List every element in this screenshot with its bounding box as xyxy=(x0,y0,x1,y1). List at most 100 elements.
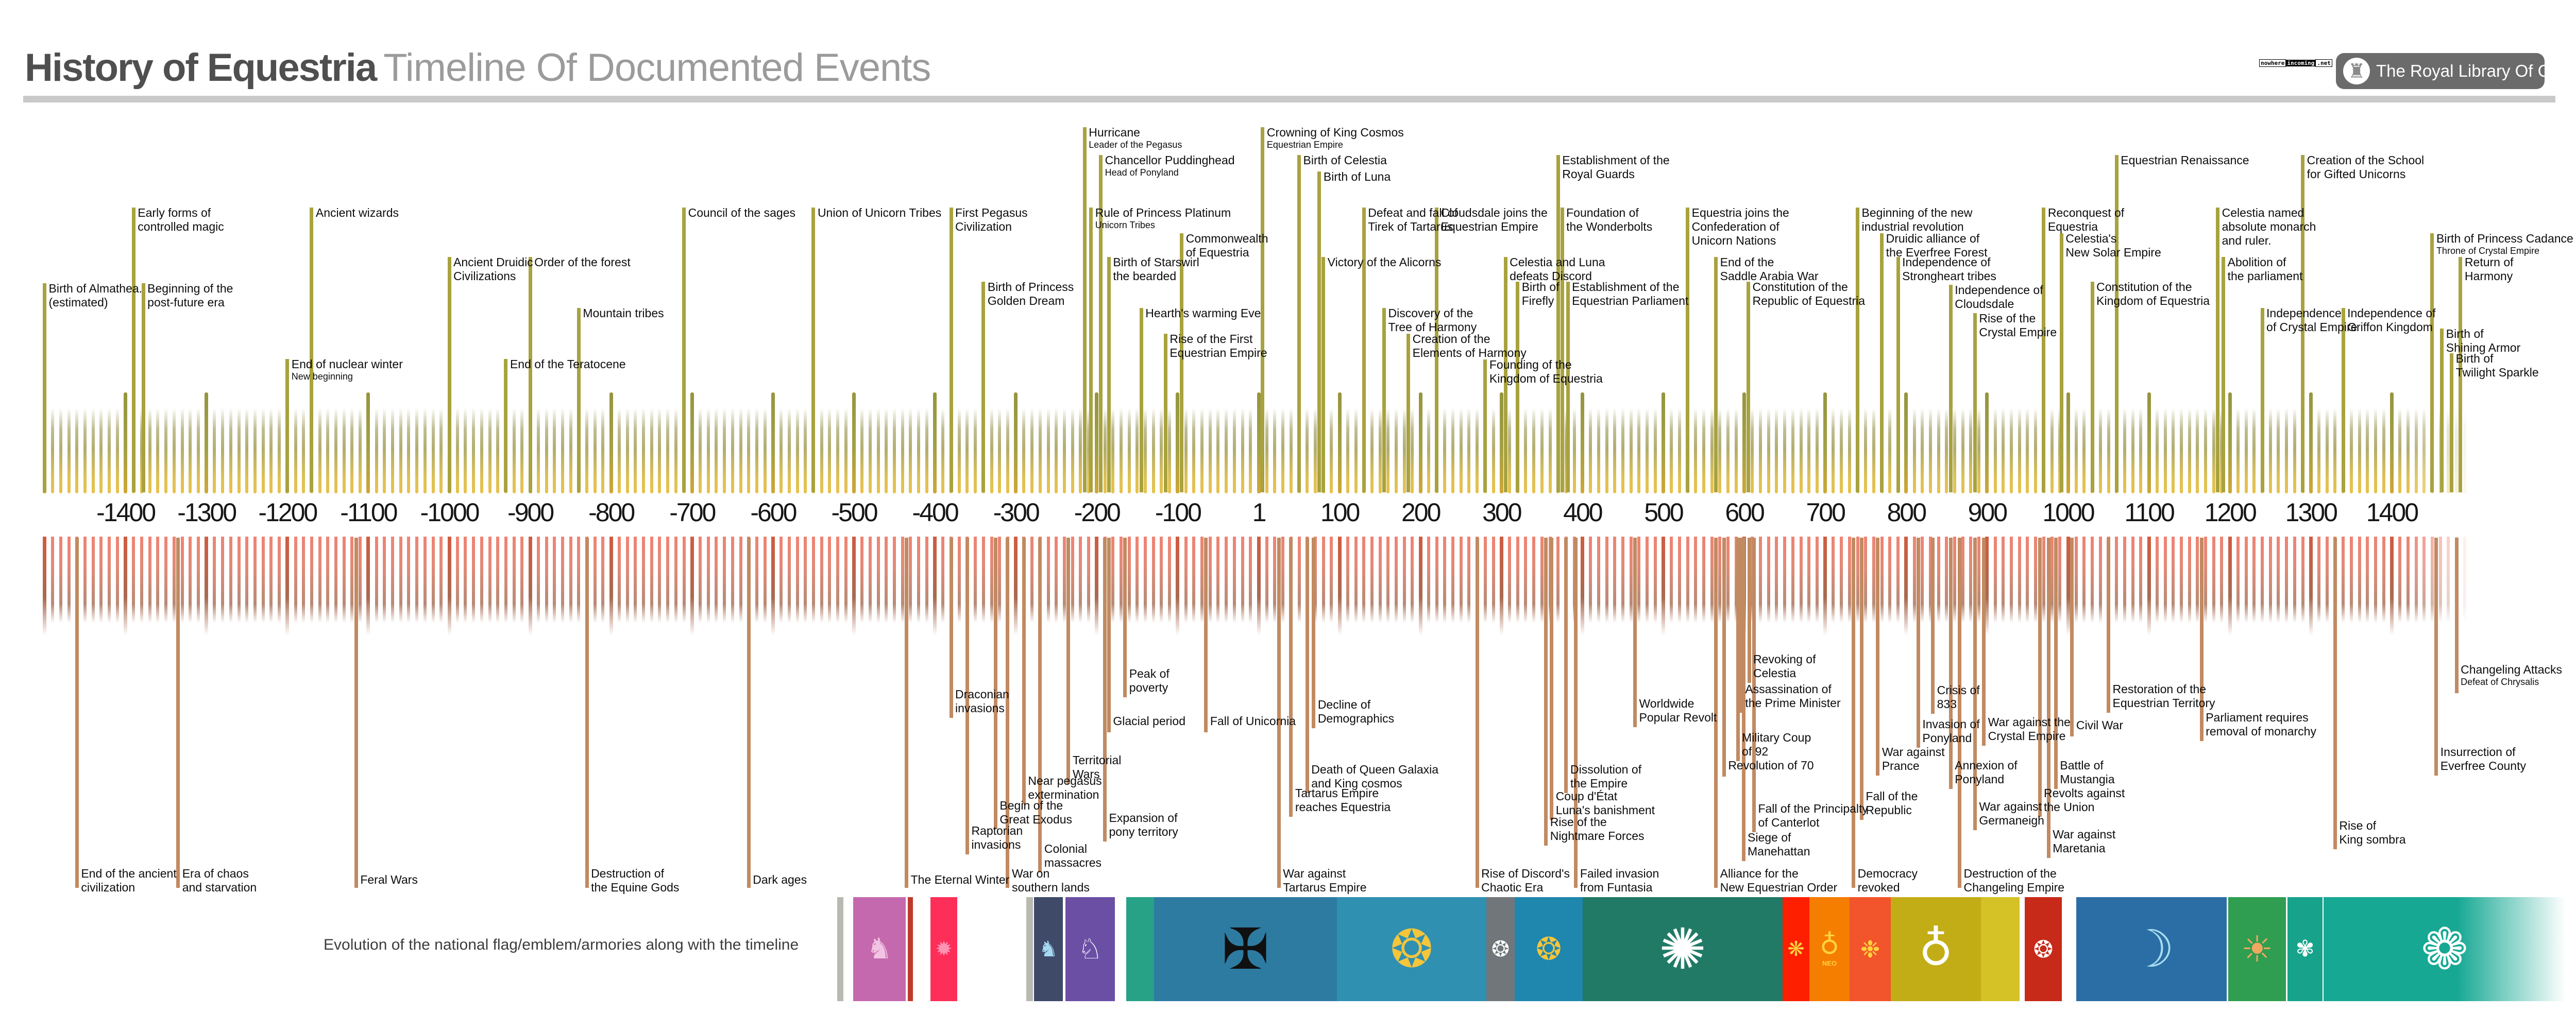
timeline-event-line xyxy=(176,538,180,888)
axis-tick-top xyxy=(1605,408,1608,493)
timeline-event-line xyxy=(811,208,816,492)
header-divider xyxy=(23,96,2555,102)
axis-tick-top xyxy=(860,408,864,493)
axis-tick-top xyxy=(164,408,168,493)
axis-tick-top xyxy=(1783,408,1787,493)
axis-tick-bottom xyxy=(1151,537,1155,623)
axis-tick-top xyxy=(941,408,945,493)
timeline-event-label: Revolts against the Union xyxy=(2044,786,2125,814)
timeline-event-label: Discovery of the Tree of Harmony xyxy=(1388,306,1477,334)
axis-tick-bottom xyxy=(447,537,451,636)
axis-tick-bottom xyxy=(488,537,492,623)
axis-tick-bottom xyxy=(1321,537,1325,623)
axis-tick-bottom xyxy=(2285,537,2289,623)
axis-tick-top xyxy=(1241,408,1244,493)
axis-tick-bottom xyxy=(2277,537,2280,623)
axis-tick-top xyxy=(439,408,443,493)
un-globe-emblem: ♁ xyxy=(1919,922,1953,976)
timeline-event-line xyxy=(1099,155,1103,492)
axis-tick-top xyxy=(731,408,734,493)
axis-tick-top xyxy=(2349,408,2353,493)
unicorn-emblem: ♞ xyxy=(853,897,906,1001)
axis-tick-top xyxy=(1807,408,1811,493)
axis-tick-bottom xyxy=(2228,537,2232,636)
axis-tick-top xyxy=(415,408,419,493)
timeline-event-line xyxy=(1180,233,1184,492)
axis-year-label: 1100 xyxy=(2124,498,2175,527)
timeline-event-line xyxy=(1066,538,1071,784)
timeline-event-line xyxy=(528,257,532,492)
timeline-event-label: Military Coup of 92 xyxy=(1742,731,1811,758)
axis-tick-top xyxy=(876,408,880,493)
axis-tick-bottom xyxy=(229,537,232,623)
axis-year-label: -300 xyxy=(993,498,1040,527)
timeline-event-line xyxy=(2216,208,2220,492)
axis-tick-bottom xyxy=(1071,537,1074,623)
timeline-event-label: Rise of the Crystal Empire xyxy=(1979,312,2057,339)
axis-tick-top xyxy=(1225,408,1228,493)
timeline-event-line xyxy=(1289,538,1293,817)
timeline-event-line xyxy=(2042,208,2046,492)
axis-tick-bottom xyxy=(1378,537,1382,623)
axis-tick-bottom xyxy=(407,537,411,623)
plain-bar xyxy=(908,897,913,1001)
axis-tick-bottom xyxy=(512,537,516,623)
axis-tick-top xyxy=(1937,408,1940,493)
watermark-right: .net xyxy=(2315,59,2332,67)
axis-tick-bottom xyxy=(836,537,840,623)
axis-tick-top xyxy=(933,392,937,493)
axis-tick-bottom xyxy=(1337,537,1342,636)
axis-tick-top xyxy=(1888,408,1892,493)
plain-bar xyxy=(1026,897,1033,1001)
timeline-event-line xyxy=(1957,538,1961,888)
timeline-event-label: Council of the sages xyxy=(688,206,795,219)
axis-tick-bottom xyxy=(998,537,1002,623)
axis-tick-bottom xyxy=(1524,537,1528,623)
axis-tick-top xyxy=(2066,392,2070,493)
watermark-left: nowhere xyxy=(2259,59,2286,67)
axis-tick-top xyxy=(196,408,200,493)
timeline-event-line xyxy=(2434,538,2438,776)
timeline-event-line xyxy=(1321,257,1326,492)
axis-tick-top xyxy=(229,408,232,493)
white-sun-emblem: ❂ xyxy=(1486,897,1515,1001)
timeline-event-line xyxy=(1038,538,1042,872)
axis-tick-top xyxy=(650,408,653,493)
axis-tick-bottom xyxy=(925,537,928,623)
timeline-event-label: Fall of the Principalty of Canterlot xyxy=(1758,802,1868,829)
axis-tick-top xyxy=(1459,408,1463,493)
axis-tick-top xyxy=(1030,408,1034,493)
axis-tick-bottom xyxy=(83,537,87,623)
axis-tick-bottom xyxy=(2204,537,2208,623)
axis-tick-bottom xyxy=(2447,537,2450,623)
axis-tick-top xyxy=(51,408,55,493)
axis-tick-bottom xyxy=(399,537,402,623)
axis-tick-top xyxy=(2317,408,2320,493)
axis-tick-bottom xyxy=(1589,537,1592,623)
timeline-event-label: War against Tartarus Empire xyxy=(1283,867,1367,894)
axis-tick-bottom xyxy=(2414,537,2418,623)
axis-tick-top xyxy=(269,408,273,493)
axis-tick-top xyxy=(1055,408,1058,493)
white-sun-emblem: ❂ xyxy=(1491,936,1510,962)
timeline-event-line xyxy=(1107,538,1111,732)
axis-tick-bottom xyxy=(739,537,742,623)
round-pony-emblem: ❂ xyxy=(2025,897,2062,1001)
axis-tick-bottom xyxy=(933,537,937,636)
timeline-event-sublabel: Head of Ponyland xyxy=(1105,167,1179,178)
timeline-event-label: War on southern lands xyxy=(1011,867,1090,894)
axis-tick-bottom xyxy=(1516,537,1519,623)
timeline-event-line xyxy=(1859,538,1863,820)
timeline-event-line xyxy=(965,538,969,854)
timeline-event-line xyxy=(2222,257,2226,492)
axis-tick-top xyxy=(2179,408,2183,493)
un-globe-emblem: ♁ xyxy=(1891,897,1981,1001)
timeline-event-label: Union of Unicorn Tribes xyxy=(817,206,942,219)
timeline-event-label: Peak of poverty xyxy=(1129,667,1170,694)
axis-tick-bottom xyxy=(2366,537,2369,623)
flag-text: NEO xyxy=(1822,959,1837,967)
axis-tick-bottom xyxy=(1896,537,1900,623)
axis-tick-bottom xyxy=(601,537,605,623)
axis-tick-bottom xyxy=(917,537,921,623)
timeline-event-line xyxy=(2260,308,2264,492)
